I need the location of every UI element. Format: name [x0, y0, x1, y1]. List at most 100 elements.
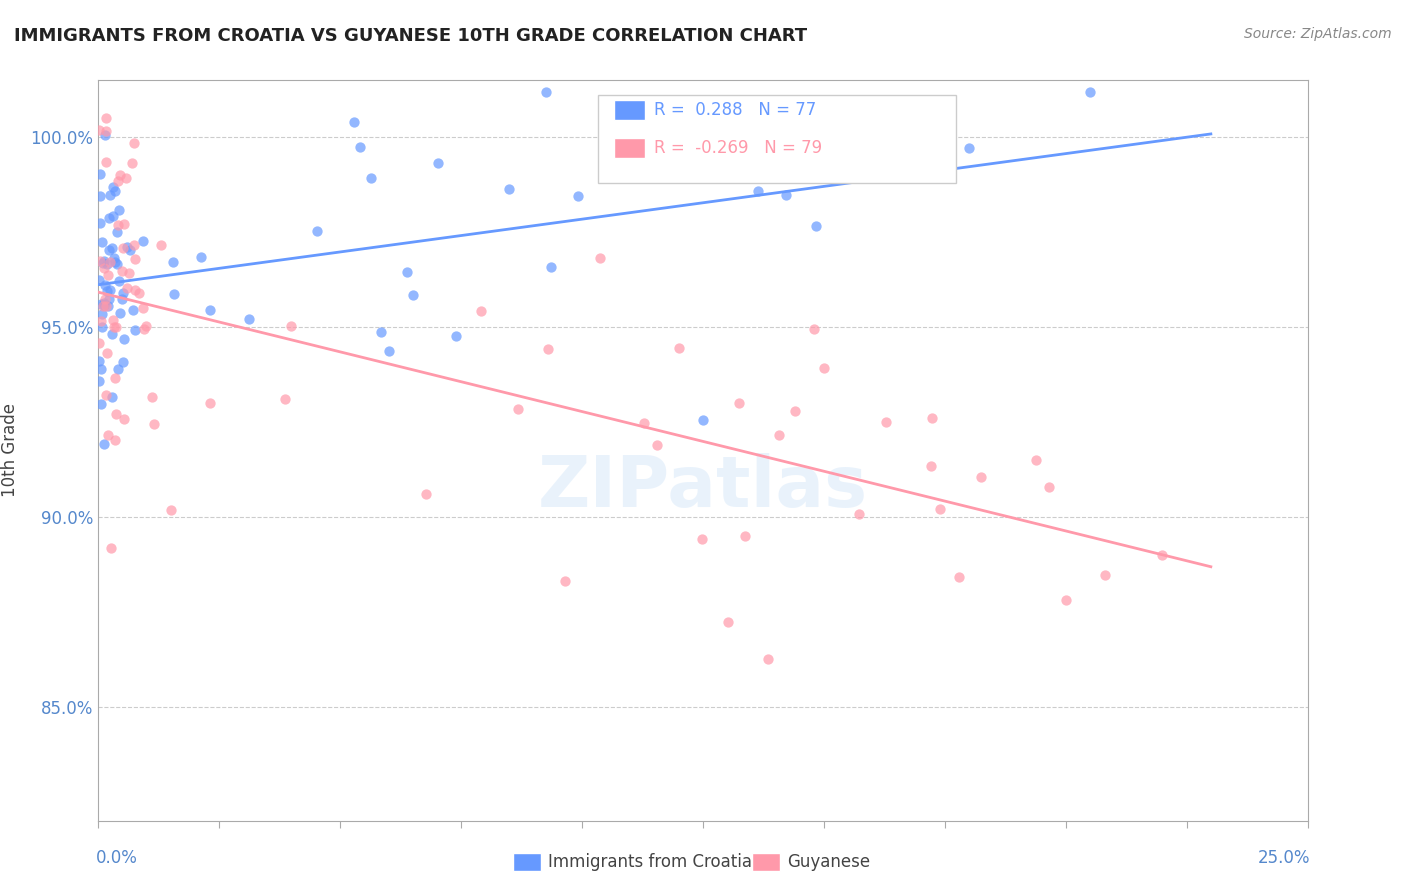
Point [122, 303, 145, 318]
Point [101, 180, 124, 194]
Point [101, 327, 124, 342]
Point [93, 296, 115, 310]
Point [1038, 480, 1060, 494]
Point [122, 136, 145, 150]
Point [280, 319, 302, 334]
Point [101, 390, 124, 404]
Point [105, 257, 128, 271]
Point [90, 296, 112, 310]
Point [633, 416, 655, 430]
Point [957, 141, 980, 155]
Point [112, 217, 135, 231]
Point [118, 244, 141, 258]
Point [135, 318, 157, 333]
Point [97, 268, 120, 283]
Point [1152, 549, 1174, 563]
Point [370, 325, 392, 339]
Point [159, 503, 181, 517]
Point [97, 428, 120, 442]
Point [920, 458, 942, 473]
Y-axis label: 10th Grade: 10th Grade [1, 403, 20, 498]
Point [104, 371, 127, 385]
Point [93, 256, 115, 270]
Point [111, 241, 134, 255]
Point [747, 185, 769, 199]
Text: Immigrants from Croatia: Immigrants from Croatia [548, 853, 752, 871]
Point [727, 395, 749, 409]
Point [803, 322, 825, 336]
Point [115, 171, 138, 186]
Point [89, 354, 111, 368]
Point [94, 128, 117, 142]
Point [96, 284, 118, 298]
Point [94, 124, 117, 138]
Point [124, 323, 146, 337]
Point [274, 392, 297, 406]
Point [103, 251, 125, 265]
Point [444, 329, 467, 343]
Point [536, 343, 558, 357]
Point [132, 234, 155, 248]
Point [305, 223, 328, 237]
Point [107, 362, 129, 376]
Point [540, 260, 562, 275]
Point [89, 188, 111, 202]
Point [190, 250, 212, 264]
Point [100, 241, 122, 255]
Point [107, 219, 129, 233]
Point [108, 168, 131, 182]
Point [756, 652, 779, 666]
Point [134, 322, 156, 336]
Point [93, 437, 115, 451]
Point [108, 275, 131, 289]
Point [101, 209, 124, 223]
Point [734, 529, 756, 543]
Point [104, 320, 127, 334]
Point [198, 302, 221, 317]
Point [124, 283, 146, 297]
Point [103, 313, 125, 327]
Point [813, 361, 835, 376]
Point [349, 139, 371, 153]
Point [90, 307, 112, 321]
Point [93, 254, 115, 268]
Point [112, 332, 135, 346]
Point [111, 355, 134, 369]
Point [100, 541, 122, 555]
Point [93, 260, 115, 275]
Point [111, 292, 134, 306]
Point [89, 273, 111, 287]
Point [104, 255, 127, 269]
Point [848, 507, 870, 521]
Point [692, 413, 714, 427]
Point [98, 188, 121, 202]
Point [377, 343, 399, 358]
Point [163, 287, 186, 301]
Point [105, 407, 128, 421]
Point [94, 154, 117, 169]
Point [89, 216, 111, 230]
Point [141, 390, 163, 404]
Point [94, 299, 117, 313]
Point [96, 346, 118, 360]
Point [717, 615, 740, 630]
Point [804, 219, 827, 234]
Point [93, 298, 115, 312]
Point [107, 174, 129, 188]
Text: 0.0%: 0.0% [96, 849, 138, 867]
Point [929, 502, 952, 516]
Point [89, 253, 111, 268]
Point [97, 299, 120, 313]
Point [783, 404, 806, 418]
Point [108, 203, 131, 218]
Point [470, 304, 492, 318]
Point [162, 255, 184, 269]
Text: Guyanese: Guyanese [787, 853, 870, 871]
Point [1094, 568, 1116, 582]
Point [875, 415, 897, 429]
Point [103, 320, 125, 334]
Point [97, 243, 120, 257]
Point [498, 181, 520, 195]
Text: R =  -0.269   N = 79: R = -0.269 N = 79 [654, 139, 823, 157]
Point [554, 574, 576, 588]
